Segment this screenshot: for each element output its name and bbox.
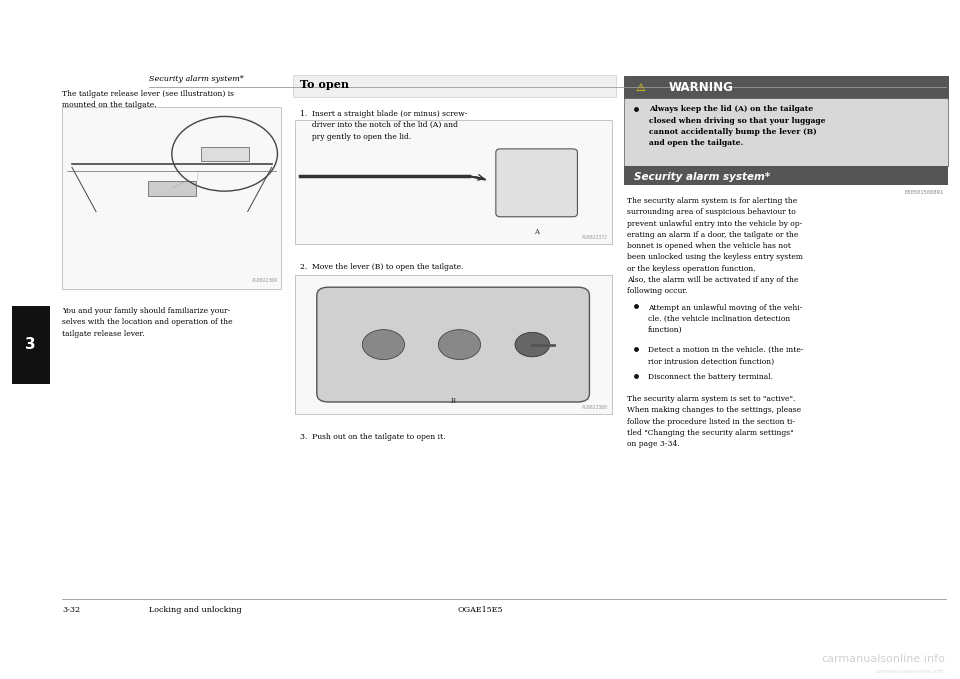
Bar (293, 75, 616, 97)
Text: The security alarm system is set to "active".
When making changes to the setting: The security alarm system is set to "act… (627, 395, 801, 448)
Text: Detect a motion in the vehicle. (the inte-
rior intrusion detection function): Detect a motion in the vehicle. (the int… (648, 346, 804, 365)
Bar (295, 120, 612, 244)
Text: You and your family should familiarize your-
selves with the location and operat: You and your family should familiarize y… (62, 307, 233, 337)
Bar (12, 306, 50, 384)
Text: AG0022380: AG0022380 (582, 405, 608, 410)
Text: 3-32: 3-32 (62, 606, 81, 614)
Text: A: A (534, 228, 540, 236)
Bar (624, 76, 948, 99)
Text: E00501500891: E00501500891 (904, 190, 944, 195)
Text: AG0022369: AG0022369 (252, 278, 277, 283)
Text: 2.  Move the lever (B) to open the tailgate.: 2. Move the lever (B) to open the tailga… (300, 263, 463, 272)
Circle shape (515, 333, 549, 357)
Text: To open: To open (300, 79, 349, 90)
Text: 1.  Insert a straight blade (or minus) screw-
     driver into the notch of the : 1. Insert a straight blade (or minus) sc… (300, 110, 467, 141)
Text: The security alarm system is for alerting the
surrounding area of suspicious beh: The security alarm system is for alertin… (627, 197, 803, 295)
Text: B: B (450, 397, 456, 405)
Circle shape (362, 330, 404, 360)
FancyBboxPatch shape (317, 287, 589, 402)
Bar (624, 98, 948, 166)
Bar (295, 275, 612, 414)
FancyBboxPatch shape (496, 149, 578, 217)
Text: The tailgate release lever (see illustration) is
mounted on the tailgate.: The tailgate release lever (see illustra… (62, 90, 234, 109)
Text: OGAE15E5: OGAE15E5 (457, 606, 503, 614)
Circle shape (439, 330, 481, 360)
Text: Disconnect the battery terminal.: Disconnect the battery terminal. (648, 373, 773, 382)
Text: Always keep the lid (A) on the tailgate
closed when driving so that your luggage: Always keep the lid (A) on the tailgate … (649, 105, 826, 147)
Text: Locking and unlocking: Locking and unlocking (149, 606, 241, 614)
Bar (62, 107, 281, 289)
Text: Attempt an unlawful moving of the vehi-
cle. (the vehicle inclination detection
: Attempt an unlawful moving of the vehi- … (648, 304, 803, 334)
Text: carmanualsonline.info: carmanualsonline.info (876, 669, 946, 674)
Text: 3: 3 (25, 337, 36, 352)
Text: AG0022372: AG0022372 (582, 236, 608, 240)
Bar (201, 147, 249, 161)
Bar (624, 166, 948, 185)
Text: ⚠: ⚠ (636, 83, 645, 92)
Text: Security alarm system*: Security alarm system* (149, 75, 244, 83)
Text: WARNING: WARNING (669, 81, 734, 94)
Text: Security alarm system*: Security alarm system* (634, 172, 770, 181)
Text: 3.  Push out on the tailgate to open it.: 3. Push out on the tailgate to open it. (300, 433, 445, 441)
Bar (148, 181, 196, 196)
Text: carmanualsonline.info: carmanualsonline.info (822, 654, 946, 664)
